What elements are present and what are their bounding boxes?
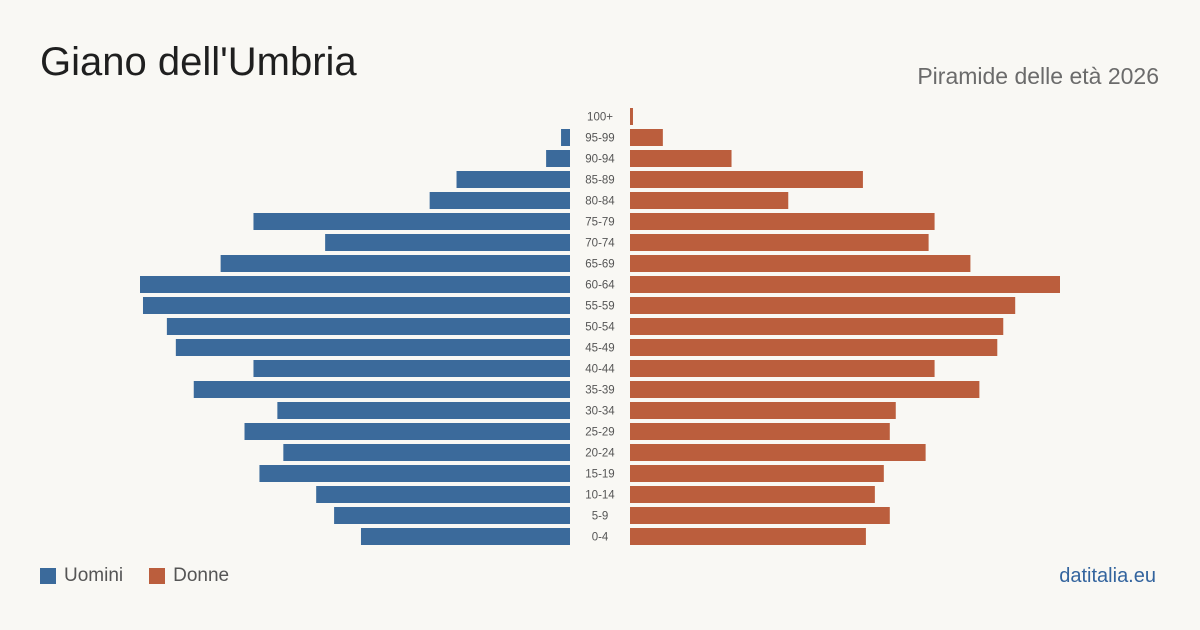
bar-men-55-59 [142, 297, 570, 314]
bar-men-50-54 [166, 318, 570, 335]
bar-women-10-14 [630, 486, 875, 503]
legend-swatch-women [149, 568, 166, 584]
age-label-95-99: 95-99 [585, 133, 614, 145]
bar-men-80-84 [429, 192, 570, 209]
bar-women-35-39 [630, 381, 980, 398]
bar-men-5-9 [334, 507, 570, 524]
legend-item-men: Uomini [40, 565, 123, 587]
bar-women-65-69 [630, 255, 971, 272]
age-label-30-34: 30-34 [585, 406, 615, 418]
bar-women-0-4 [630, 528, 866, 545]
bar-women-40-44 [630, 360, 935, 377]
age-label-55-59: 55-59 [585, 301, 614, 313]
legend-swatch-men [40, 568, 56, 584]
age-label-65-69: 65-69 [585, 259, 614, 271]
bar-men-10-14 [316, 486, 570, 503]
bar-women-85-89 [630, 171, 863, 188]
chart-subtitle: Piramide delle età 2026 [917, 63, 1159, 89]
chart-title: Giano dell'Umbria [40, 40, 357, 84]
bar-women-45-49 [630, 339, 998, 356]
bar-men-40-44 [253, 360, 570, 377]
bar-women-80-84 [630, 192, 789, 209]
legend-item-women: Donne [149, 565, 229, 587]
bar-men-0-4 [360, 528, 570, 545]
bar-women-5-9 [630, 507, 890, 524]
bar-women-25-29 [630, 423, 890, 440]
bar-women-60-64 [630, 276, 1060, 293]
bar-men-20-24 [283, 444, 570, 461]
age-label-85-89: 85-89 [585, 175, 614, 187]
bar-women-55-59 [630, 297, 1016, 314]
age-label-50-54: 50-54 [585, 322, 615, 334]
age-label-0-4: 0-4 [592, 532, 609, 544]
age-label-70-74: 70-74 [585, 238, 615, 250]
bar-men-75-79 [253, 213, 570, 230]
bar-women-20-24 [630, 444, 926, 461]
bar-women-75-79 [630, 213, 935, 230]
bar-women-100plus [630, 108, 633, 125]
age-label-20-24: 20-24 [585, 448, 615, 460]
bar-men-45-49 [175, 339, 571, 356]
age-label-60-64: 60-64 [585, 280, 615, 292]
bar-women-70-74 [630, 234, 929, 251]
bar-women-50-54 [630, 318, 1004, 335]
legend-label-men: Uomini [64, 565, 124, 586]
bar-women-30-34 [630, 402, 896, 419]
bar-men-30-34 [277, 402, 570, 419]
bar-men-70-74 [325, 234, 570, 251]
source-link[interactable]: datitalia.eu [1059, 565, 1156, 587]
bar-women-90-94 [630, 150, 732, 167]
age-label-10-14: 10-14 [585, 490, 615, 502]
legend: Uomini Donne [40, 565, 255, 587]
age-label-45-49: 45-49 [585, 343, 614, 355]
bar-men-15-19 [259, 465, 570, 482]
bar-women-15-19 [630, 465, 884, 482]
age-label-35-39: 35-39 [585, 385, 614, 397]
bar-men-25-29 [244, 423, 570, 440]
legend-label-women: Donne [173, 565, 230, 586]
bar-women-95-99 [630, 129, 663, 146]
age-label-90-94: 90-94 [585, 154, 615, 166]
bar-men-35-39 [193, 381, 570, 398]
age-label-80-84: 80-84 [585, 196, 615, 208]
age-label-40-44: 40-44 [585, 364, 615, 376]
bar-men-65-69 [220, 255, 570, 272]
bar-men-95-99 [561, 129, 570, 146]
age-label-15-19: 15-19 [585, 469, 614, 481]
age-label-25-29: 25-29 [585, 427, 614, 439]
bar-men-85-89 [456, 171, 570, 188]
bar-men-90-94 [546, 150, 570, 167]
bar-men-60-64 [140, 276, 570, 293]
age-label-75-79: 75-79 [585, 217, 614, 229]
age-label-5-9: 5-9 [592, 511, 609, 523]
age-label-100plus: 100+ [587, 112, 613, 124]
